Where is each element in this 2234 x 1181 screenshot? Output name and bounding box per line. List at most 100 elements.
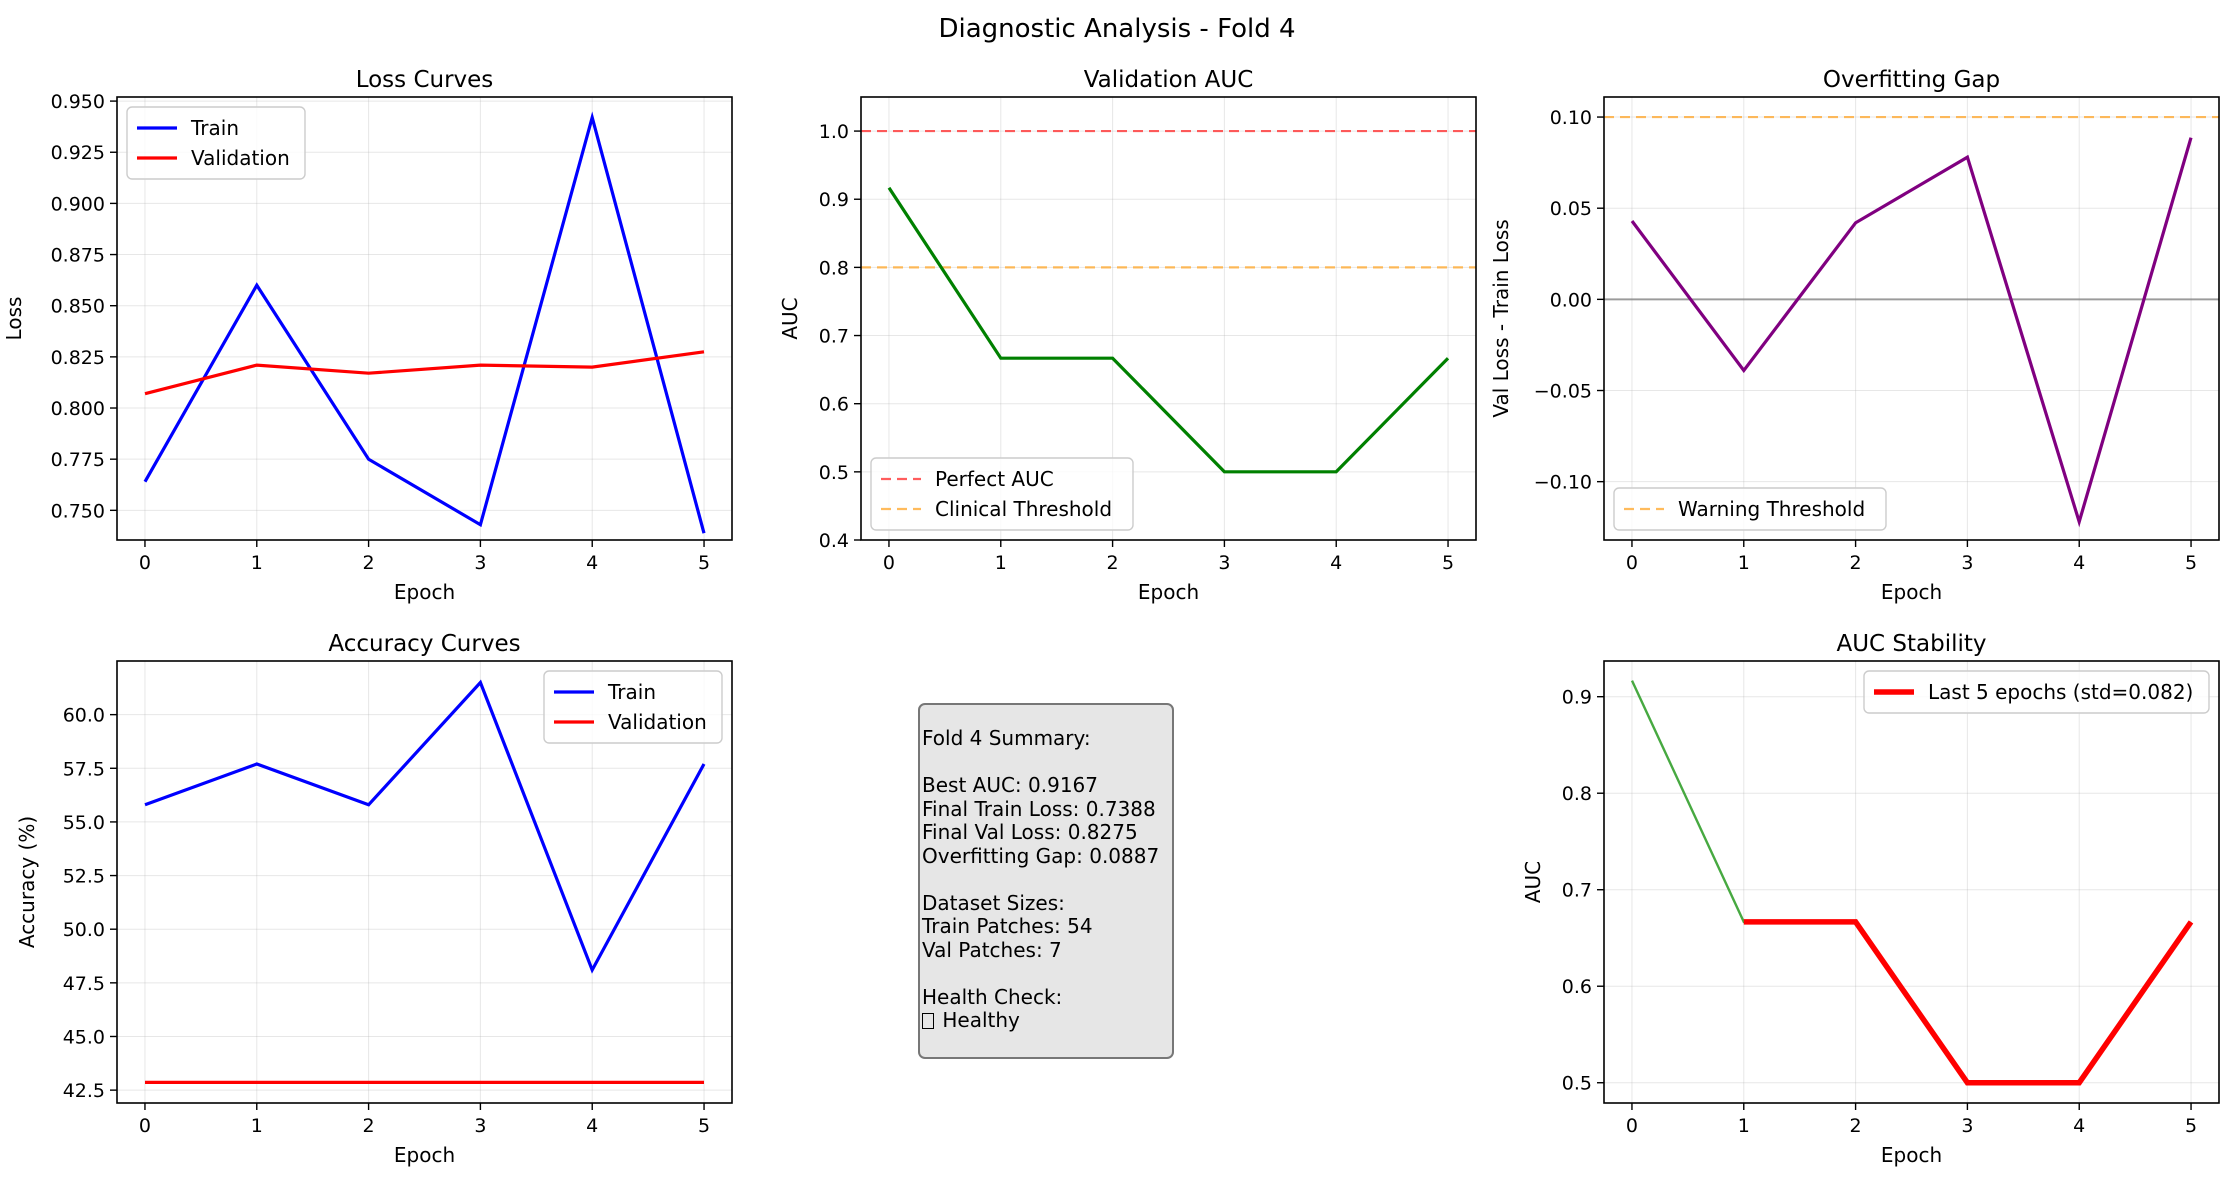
x-tick-label: 2 [1850, 552, 1862, 574]
y-tick-label: 0.875 [51, 245, 105, 267]
chart-title: Accuracy Curves [328, 631, 520, 657]
chart-auc-stability: 0 1 2 3 4 5 0.5 0.6 0.7 0.8 0.9 AUC Stability Epoch A… [1521, 631, 2220, 1167]
x-axis-label: Epoch [1881, 1143, 1942, 1167]
y-tick-label: 0.5 [1562, 1073, 1592, 1095]
x-tick-label: 3 [1961, 552, 1973, 574]
x-tick-label: 1 [1738, 552, 1750, 574]
axes-frame [860, 96, 1477, 541]
y-tick-label: 0.850 [51, 296, 105, 318]
legend-frame [543, 670, 723, 744]
x-tick-label: 2 [363, 552, 375, 574]
summary-line: Overfitting Gap: 0.0887 [922, 843, 1160, 868]
x-tick-label: 1 [251, 1115, 263, 1137]
series-line-train [144, 679, 706, 974]
missing-glyph-icon [922, 1013, 934, 1029]
series-line-train [143, 111, 706, 534]
y-tick-label: 0.9 [1562, 687, 1592, 709]
legend-frame [870, 457, 1134, 531]
y-tick-label: 0.7 [1562, 880, 1592, 902]
y-tick-label: 0.5 [819, 462, 849, 484]
y-tick-label: 0.6 [1562, 976, 1592, 998]
x-tick-label: 3 [474, 552, 486, 574]
chart-title: Loss Curves [356, 67, 494, 93]
chart-title: Overfitting Gap [1823, 67, 2000, 93]
x-tick-label: 2 [1107, 552, 1119, 574]
legend-entry: Warning Threshold [1678, 497, 1865, 521]
summary-line: Final Train Loss: 0.7388 [922, 796, 1156, 821]
legend-frame [1863, 670, 2210, 714]
legend: Last 5 epochs (std=0.082) [1863, 670, 2210, 714]
chart-title: AUC Stability [1836, 631, 1986, 657]
legend-entry: Validation [191, 146, 290, 170]
y-tick-label: 1.0 [819, 121, 849, 143]
summary-line: Val Patches: 7 [922, 937, 1062, 962]
series-line-main [887, 186, 1450, 474]
legend-frame [126, 106, 306, 180]
x-axis-label: Epoch [394, 1143, 455, 1167]
x-tick-label: 0 [139, 552, 151, 574]
y-tick-label: 0.750 [51, 500, 105, 522]
series-line-main [1630, 137, 2193, 528]
x-tick-label: 4 [586, 552, 598, 574]
y-tick-label: 50.0 [63, 919, 105, 941]
axes-frame [1603, 96, 2220, 541]
y-tick-label: 0.775 [51, 449, 105, 471]
x-tick-label: 4 [2073, 552, 2085, 574]
x-axis-label: Epoch [1881, 580, 1942, 604]
axes-frame [1603, 660, 2220, 1104]
y-tick-label: 0.00 [1550, 289, 1592, 311]
y-tick-label: 0.9 [819, 189, 849, 211]
y-axis-label: AUC [1521, 861, 1545, 903]
x-tick-label: 0 [1626, 1115, 1638, 1137]
axes-frame [116, 96, 733, 541]
x-tick-label: 2 [1850, 1115, 1862, 1137]
chart-title: Validation AUC [1084, 67, 1254, 93]
y-axis-label: Val Loss - Train Loss [1489, 219, 1513, 417]
health-status: Healthy [936, 1008, 1020, 1032]
y-tick-label: 0.825 [51, 347, 105, 369]
summary-line: Fold 4 Summary: [922, 726, 1091, 750]
legend: Perfect AUC Clinical Threshold [870, 457, 1134, 531]
legend-entry: Train [607, 680, 656, 704]
summary-line: Healthy [922, 1009, 1020, 1032]
summary-line: Health Check: [922, 984, 1063, 1009]
legend-entry: Last 5 epochs (std=0.082) [1928, 680, 2193, 704]
y-tick-label: 0.8 [819, 257, 849, 279]
summary-line: Final Val Loss: 0.8275 [922, 820, 1138, 844]
y-axis-label: Loss [2, 297, 26, 341]
y-tick-label: 0.950 [51, 91, 105, 113]
y-tick-label: 60.0 [63, 705, 105, 727]
chart-acc: 0 1 2 3 4 5 42.5 45.0 47.5 50.0 52.5 55.0 57.5 60.0 Ac… [15, 631, 733, 1167]
y-tick-label: 0.800 [51, 398, 105, 420]
y-axis-label: Accuracy (%) [15, 816, 39, 948]
y-tick-label: 0.6 [819, 394, 849, 416]
summary-line: Best AUC: 0.9167 [922, 773, 1099, 797]
legend: Train Validation [543, 670, 723, 744]
y-tick-label: 45.0 [63, 1026, 105, 1048]
y-tick-label: 55.0 [63, 812, 105, 834]
figure-title: Diagnostic Analysis - Fold 4 [938, 14, 1295, 44]
series-line-validation [144, 350, 705, 396]
x-tick-label: 1 [995, 552, 1007, 574]
x-tick-label: 1 [1738, 1115, 1750, 1137]
x-tick-label: 0 [139, 1115, 151, 1137]
y-tick-label: 0.925 [51, 142, 105, 164]
x-axis-label: Epoch [1138, 580, 1199, 604]
x-tick-label: 4 [586, 1115, 598, 1137]
summary-line: Dataset Sizes: [922, 890, 1065, 915]
x-tick-label: 2 [363, 1115, 375, 1137]
summary-box [918, 703, 1174, 1059]
y-tick-label: 47.5 [63, 973, 105, 995]
x-tick-label: 0 [883, 552, 895, 574]
x-tick-label: 5 [1442, 552, 1454, 574]
axes-frame [116, 660, 733, 1104]
y-tick-label: −0.05 [1534, 381, 1592, 403]
x-tick-label: 3 [1218, 552, 1230, 574]
series-line-last-5-epochs-std-0-082 [1743, 919, 2194, 1086]
legend-entry: Validation [608, 710, 707, 734]
y-tick-label: 0.4 [819, 530, 849, 552]
x-tick-label: 5 [698, 552, 710, 574]
x-tick-label: 3 [1961, 1115, 1973, 1137]
legend-entry: Train [190, 116, 239, 140]
legend-entry: Clinical Threshold [935, 497, 1112, 521]
